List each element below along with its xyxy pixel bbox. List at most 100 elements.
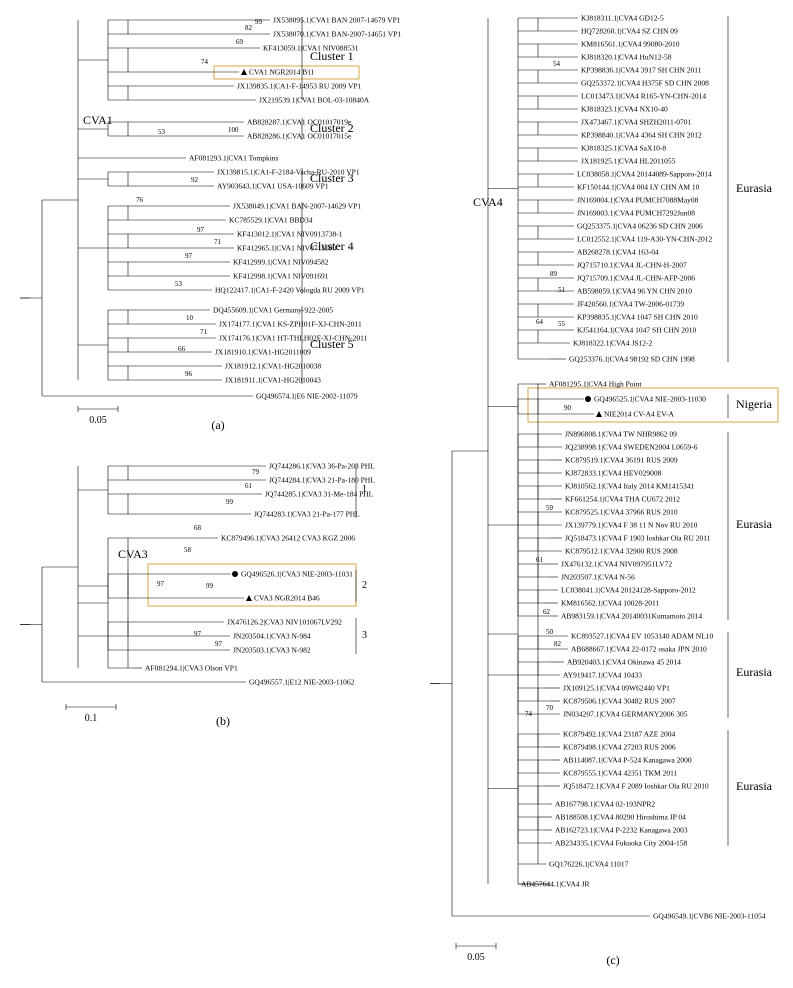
cluster-label: Eurasia <box>736 181 773 195</box>
tip-label: KC879492.1|CVA4 23187 AZE 2004 <box>563 730 675 739</box>
tip-label: GQ496525.1|CVA4 NIE-2003-11030 <box>594 395 706 404</box>
bootstrap-value: 99 <box>206 582 214 590</box>
scale-value: 0.05 <box>89 415 107 426</box>
panel-a: JX538095.1|CVA1 BAN 2007-14679 VP199JX53… <box>20 16 401 433</box>
bootstrap-value: 10 <box>186 314 194 322</box>
tip-label: KJ818311.1|CVA4 GD12-5 <box>581 14 664 23</box>
tip-label: JQ518473.1|CVA4 F 1903 Ioshkar Ola RU 20… <box>565 534 711 543</box>
tip-label: GQ253375.1|CVA4 06236 SD CHN 2006 <box>577 222 703 231</box>
tip-label: KM816561.1|CVA4 99080-2010 <box>581 40 680 49</box>
bootstrap-value: 71 <box>214 238 222 246</box>
tip-label: KC879498.1|CVA4 27203 RUS 2006 <box>563 743 676 752</box>
tip-label: JN203503.1|CVA3 N-982 <box>233 646 311 655</box>
tip-label: KJ818320.1|CVA4 HuN12-58 <box>581 53 672 62</box>
bootstrap-value: 99 <box>226 498 234 506</box>
tip-label: KJ818322.1|CVA4 JS12-2 <box>573 339 653 348</box>
tip-label: KP398836.1|CVA4 3917 SH CHN 2011 <box>581 66 702 75</box>
tip-label: KC879525.1|CVA4 37966 RUS 2010 <box>565 508 678 517</box>
bootstrap-value: 97 <box>157 580 165 588</box>
tip-label: AB457644.1|CVA4 JR <box>521 880 589 889</box>
clade-name: CVA3 <box>118 547 148 561</box>
tip-label: JN034207.1|CVA4 GERMANY2006 305 <box>563 710 688 719</box>
bootstrap-value: 82 <box>245 24 253 32</box>
bootstrap-value: 70 <box>546 704 554 712</box>
tip-label: JQ744286.1|CVA3 36-Pa-203 PHL <box>269 462 375 471</box>
tip-label: LC012552.1|CVA4 119-A30-YN-CHN-2012 <box>577 235 712 244</box>
tip-label: JN203504.1|CVA3 N-984 <box>233 632 311 641</box>
bootstrap-value: 97 <box>197 226 205 234</box>
cluster-label: 2 <box>362 580 367 591</box>
tip-label: LC038041.1|CVA4 20124128-Sapporo-2012 <box>561 586 696 595</box>
cluster-label: Cluster 5 <box>310 337 354 351</box>
tip-label: KC785529.1|CVA1 BBD34 <box>229 216 313 225</box>
tip-label: JX538070.1|CVA1 BAN-2007-14651 VP1 <box>273 30 401 39</box>
cluster-label: Nigeria <box>736 397 773 411</box>
bootstrap-value: 61 <box>536 556 544 564</box>
bootstrap-value: 92 <box>191 176 199 184</box>
tip-label: KF150144.1|CVA4 004 LY CHN AM 10 <box>577 183 700 192</box>
tip-label: AB983159.1|CVA4 20140031Kumamoto 2014 <box>561 612 702 621</box>
scale-value: 0.05 <box>467 952 485 963</box>
bootstrap-value: 68 <box>194 524 202 532</box>
tip-label: KC879555.1|CVA4 42351 TKM 2011 <box>563 769 678 778</box>
tip-label: KJ541164.1|CVA4 1047 SH CHN 2010 <box>577 326 696 335</box>
tip-label: AF081295.1|CVA4 High Point <box>549 380 642 389</box>
panel-label: (a) <box>211 418 224 432</box>
tip-label: GQ496526.1|CVA3 NIE-2003-11031 <box>241 570 353 579</box>
tip-label: NIE2014 CV-A4 EV-A <box>604 410 674 419</box>
tip-label: JX181911.1|CVA1-HG2010043 <box>225 376 321 385</box>
bootstrap-value: 79 <box>252 468 260 476</box>
bootstrap-value: 97 <box>215 640 223 648</box>
tip-label: JX181925.1|CVA4 HL2011055 <box>581 157 676 166</box>
tip-label: GQ496557.1|E12 NIE-2003-11062 <box>249 678 355 687</box>
bootstrap-value: 64 <box>536 318 544 326</box>
tip-label: JQ744284.1|CVA3 21-Pa-180 PHL <box>269 476 375 485</box>
bootstrap-value: 59 <box>546 504 554 512</box>
tip-label: JX139835.1|CA1-F-14953 RU 2009 VP1 <box>237 82 362 91</box>
bootstrap-value: 53 <box>175 280 183 288</box>
tip-label: KJ818325.1|CVA4 SaX10-8 <box>581 144 666 153</box>
cluster-label: 3 <box>362 630 367 641</box>
tip-label: JN203507.1|CVA4 N-56 <box>561 573 635 582</box>
tip-label: LC013473.1|CVA4 R165-YN-CHN-2014 <box>581 92 706 101</box>
tip-label: KJ872833.1|CVA4 HEV029008 <box>565 469 662 478</box>
tip-label: KJ818323.1|CVA4 NX10-40 <box>581 105 668 114</box>
tip-label: CVA3 NGR2014 B46 <box>254 594 320 603</box>
tip-label: GQ496574.1|E6 NIE-2002-11079 <box>256 392 358 401</box>
tip-label: KP398840.1|CVA4 4364 SH CHN 2012 <box>581 131 702 140</box>
cluster-label: 1 <box>362 484 367 495</box>
tip-label: KF412999.1|CVA1 NIV094582 <box>233 258 329 267</box>
tip-label: KP398835.1|CVA4 1047 SH CHN 2010 <box>577 313 698 322</box>
clade-name: CVA1 <box>83 113 113 127</box>
panel-b: JQ744286.1|CVA3 36-Pa-203 PHL 79 JQ744284.… <box>20 462 375 729</box>
tip-label: JQ744285.1|CVA3 31-Me-184 PHL <box>265 490 374 499</box>
bootstrap-value: 100 <box>228 126 239 134</box>
cluster-label: Cluster 1 <box>310 49 354 63</box>
tip-label: JX181910.1|CVA1-HG2011009 <box>215 348 311 357</box>
cluster-label: Eurasia <box>736 517 773 531</box>
bootstrap-value: 71 <box>200 328 208 336</box>
tip-label: JQ744283.1|CVA3 21-Pa-177 PHL <box>254 510 360 519</box>
tip-label: AF081294.1|CVA3 Olson VP1 <box>145 664 238 673</box>
tip-label: KC879496.1|CVA3 26412 CVA3 KGZ 2006 <box>221 534 355 543</box>
tip-label: HQ122417.1|CA1-F-2420 Vologda RU 2009 VP… <box>215 286 365 295</box>
tip-label: JX476132.1|CVA4 NIV097951LV72 <box>561 560 672 569</box>
tip-label: JX538095.1|CVA1 BAN 2007-14679 VP1 <box>273 16 401 25</box>
tip-label: KF661254.1|CVA4 THA CU672 2012 <box>565 495 680 504</box>
tip-label: DQ455609.1|CVA1 Germany-922-2005 <box>213 306 333 315</box>
bootstrap-value: 66 <box>178 345 186 353</box>
tip-label: KC879519.1|CVA4 36191 RUS 2009 <box>565 456 678 465</box>
tip-label: KF412998.1|CVA1 NIV091691 <box>233 272 329 281</box>
tip-label: JQ238998.1|CVA4 SWEDEN2004 L0659-6 <box>565 443 698 452</box>
tip-label: AB598059.1|CVA4 96 YN CHN 2010 <box>577 287 692 296</box>
tip-label: JQ518472.1|CVA4 F 2089 Ioshkar Ola RU 20… <box>563 782 709 791</box>
tip-label: KM816562.1|CVA4 10028-2011 <box>561 599 659 608</box>
tip-label: HQ728260.1|CVA4 SZ CHN 09 <box>581 27 678 36</box>
tip-label: JX139779.1|CVA4 F 38 11 N Nov RU 2010 <box>565 521 698 530</box>
tip-label: JX538049.1|CVA1 BAN-2007-14629 VP1 <box>233 202 361 211</box>
tip-label: GQ176226.1|CVA4 11017 <box>549 860 629 869</box>
tip-label: AB234335.1|CVA4 Fukuoka City 2004-158 <box>555 839 687 848</box>
tip-label: KJ810562.1|CVA4 Italy 2014 KM1415341 <box>565 482 695 491</box>
bootstrap-value: 97 <box>194 630 202 638</box>
bootstrap-value: 74 <box>201 58 209 66</box>
